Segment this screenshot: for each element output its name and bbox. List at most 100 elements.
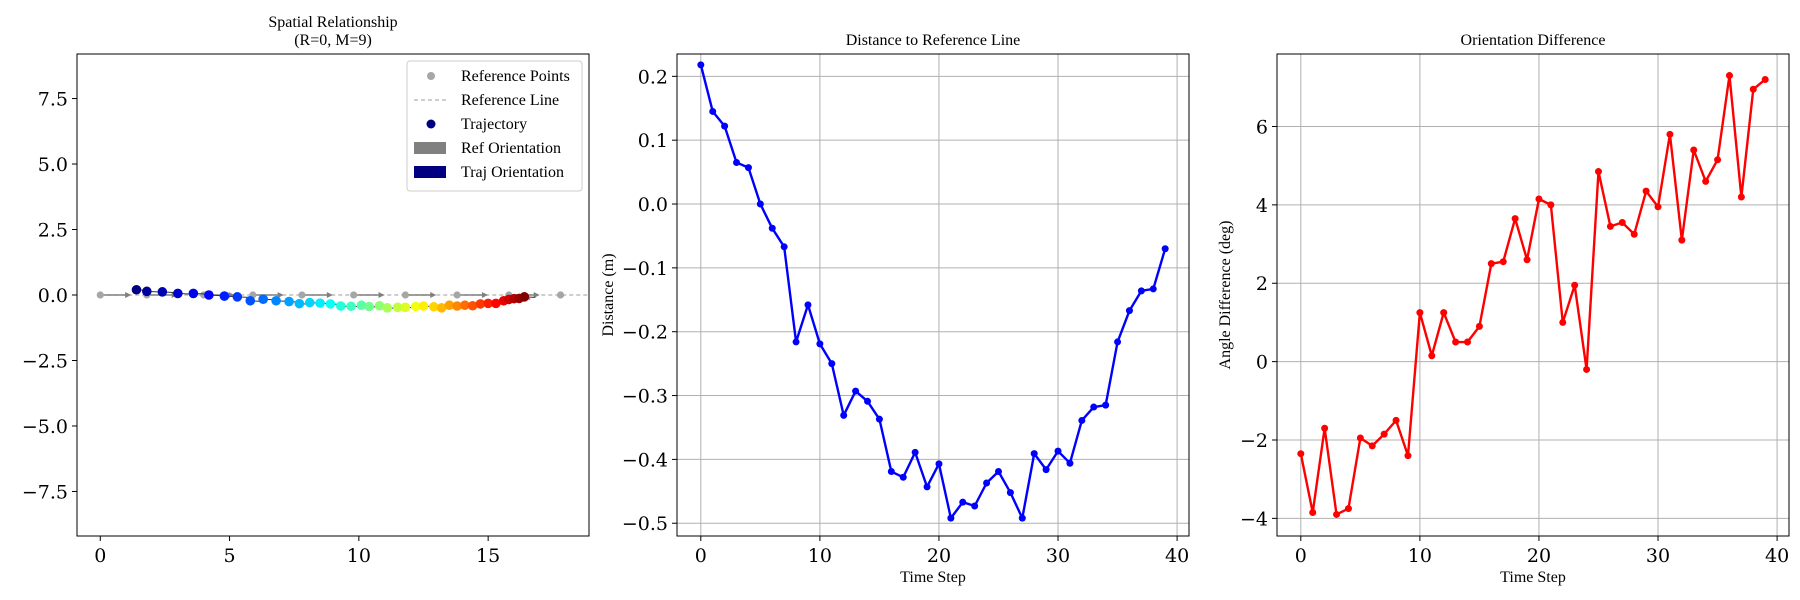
data-point bbox=[1440, 309, 1448, 317]
y-tick-label: −0.2 bbox=[622, 322, 668, 344]
data-point bbox=[899, 473, 907, 481]
x-tick-label: 10 bbox=[347, 545, 371, 567]
data-point bbox=[1078, 416, 1086, 424]
y-tick-label: 7.5 bbox=[38, 89, 68, 111]
y-tick-label: −2 bbox=[1240, 430, 1268, 452]
panel1-legend: Reference Points Reference Line Trajecto… bbox=[406, 60, 583, 192]
trajectory-point bbox=[452, 301, 462, 311]
data-point bbox=[756, 200, 764, 208]
data-point bbox=[1547, 201, 1555, 209]
data-point bbox=[768, 224, 776, 232]
trajectory-point bbox=[418, 301, 429, 311]
data-point bbox=[911, 448, 919, 456]
data-point bbox=[1523, 256, 1531, 264]
legend-traj-orientation-label: Traj Orientation bbox=[461, 164, 564, 181]
data-point bbox=[1642, 187, 1650, 195]
data-point bbox=[792, 338, 800, 346]
data-point bbox=[947, 514, 955, 522]
reference-point bbox=[453, 291, 461, 299]
data-point bbox=[1356, 434, 1364, 442]
legend-trajectory-label: Trajectory bbox=[461, 116, 527, 133]
x-tick-label: 30 bbox=[1646, 545, 1670, 567]
ref-orientation-arrowhead bbox=[378, 292, 385, 298]
panel2-ylabel: Distance (m) bbox=[600, 253, 617, 336]
trajectory-point bbox=[392, 302, 403, 313]
data-point bbox=[875, 415, 883, 423]
trajectory-point bbox=[142, 286, 152, 297]
panel2-ticks: 0 10 20 30 40 −0.5 −0.4 −0.3 −0.2 −0.1 0.0 0.1 0.2 bbox=[622, 66, 1189, 567]
data-point bbox=[1618, 219, 1626, 227]
data-point bbox=[1018, 514, 1026, 522]
ref-orientation-arrowhead bbox=[125, 292, 132, 298]
data-point bbox=[1392, 416, 1400, 424]
trajectory-point bbox=[245, 295, 256, 306]
reference-point bbox=[96, 291, 104, 299]
trajectory-point bbox=[284, 296, 294, 307]
data-point bbox=[1559, 318, 1567, 326]
data-point bbox=[840, 411, 848, 419]
data-point bbox=[780, 243, 788, 251]
legend-box bbox=[406, 60, 583, 192]
x-tick-label: 10 bbox=[1408, 545, 1432, 567]
panel1-subtitle: (R=0, M=9) bbox=[294, 32, 372, 49]
data-point bbox=[1030, 450, 1038, 458]
series-line bbox=[699, 64, 1167, 520]
data-point bbox=[1583, 365, 1591, 373]
legend-trajectory-marker bbox=[426, 119, 436, 129]
data-point bbox=[1452, 338, 1460, 346]
data-point bbox=[1606, 222, 1614, 230]
data-point bbox=[1428, 352, 1436, 360]
data-point bbox=[1630, 230, 1638, 238]
data-point bbox=[733, 159, 741, 167]
data-point bbox=[1054, 447, 1062, 455]
trajectory-point bbox=[232, 292, 243, 302]
trajectory-point bbox=[364, 301, 375, 312]
data-point bbox=[1737, 193, 1745, 201]
reference-point bbox=[401, 291, 410, 299]
data-point bbox=[864, 397, 872, 405]
data-point bbox=[1725, 72, 1733, 80]
y-tick-label: 0.0 bbox=[38, 285, 68, 307]
data-point bbox=[1511, 215, 1519, 223]
data-point bbox=[1102, 401, 1110, 409]
data-point bbox=[935, 460, 943, 468]
data-point bbox=[1475, 322, 1483, 330]
trajectory-point bbox=[188, 288, 199, 299]
y-tick-label: 6 bbox=[1256, 116, 1268, 138]
data-point bbox=[994, 468, 1002, 476]
panel2-marks bbox=[677, 54, 1189, 536]
panel1-title: Spatial Relationship bbox=[268, 14, 397, 31]
legend-reference-points-label: Reference Points bbox=[461, 68, 570, 85]
legend-reference-points-marker bbox=[427, 72, 435, 80]
legend-ref-orientation-swatch bbox=[414, 142, 446, 154]
x-tick-label: 0 bbox=[695, 545, 707, 567]
panel3-ticks: 0 10 20 30 40 −4 −2 0 2 4 6 bbox=[1240, 116, 1789, 567]
data-point bbox=[1380, 430, 1388, 438]
y-tick-label: 5.0 bbox=[38, 154, 68, 176]
data-point bbox=[804, 301, 812, 309]
data-point bbox=[1761, 75, 1769, 83]
x-tick-label: 0 bbox=[1295, 545, 1307, 567]
x-tick-label: 40 bbox=[1765, 545, 1789, 567]
data-point bbox=[1499, 258, 1507, 266]
reference-point bbox=[556, 291, 565, 299]
trajectory-point bbox=[131, 284, 142, 295]
y-tick-label: −0.3 bbox=[622, 386, 668, 408]
trajectory-point bbox=[436, 303, 447, 313]
trajectory-point bbox=[304, 297, 315, 308]
y-tick-label: −0.1 bbox=[622, 258, 668, 280]
x-tick-label: 10 bbox=[808, 545, 832, 567]
data-point bbox=[1321, 424, 1329, 432]
orientation-panel: Orientation Difference 0 10 20 30 40 −4 −2 0 2 4 6… bbox=[1217, 32, 1790, 586]
data-point bbox=[1090, 403, 1098, 411]
x-tick-label: 40 bbox=[1165, 545, 1189, 567]
y-tick-label: 4 bbox=[1256, 195, 1268, 217]
data-point bbox=[1006, 489, 1014, 497]
trajectory-point bbox=[491, 298, 501, 309]
panel2-title: Distance to Reference Line bbox=[846, 32, 1021, 49]
data-point bbox=[828, 360, 836, 368]
data-point bbox=[1571, 281, 1579, 289]
panel3-xlabel: Time Step bbox=[1500, 569, 1566, 586]
trajectory-point bbox=[204, 290, 214, 300]
reference-point bbox=[350, 291, 358, 299]
